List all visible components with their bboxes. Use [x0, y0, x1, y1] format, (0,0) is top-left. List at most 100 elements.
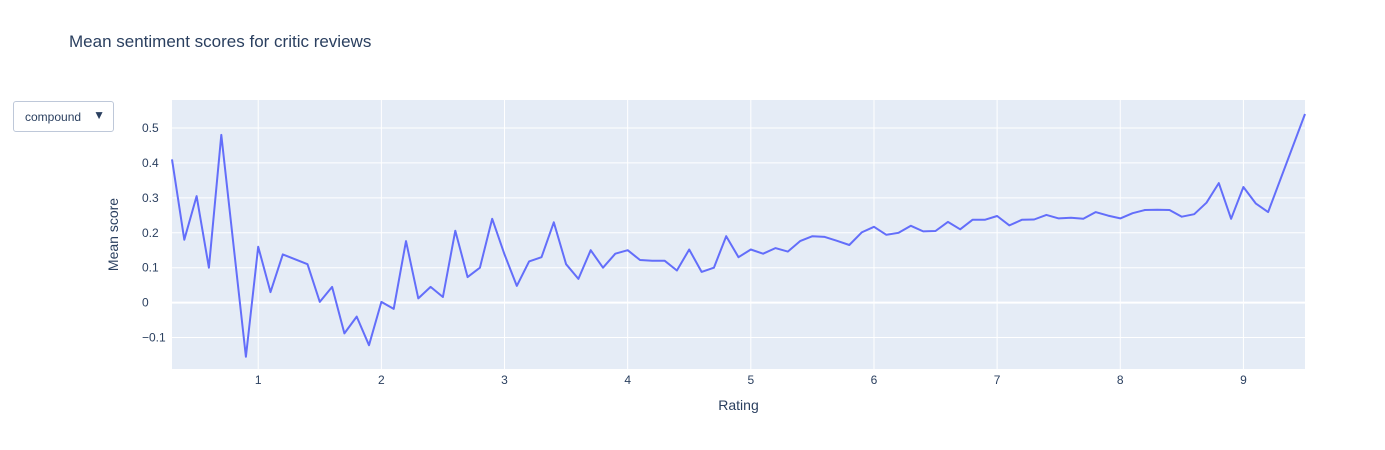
data-point — [871, 224, 877, 230]
data-point — [711, 265, 717, 271]
data-point — [846, 242, 852, 248]
data-point — [920, 228, 926, 234]
data-point — [945, 219, 951, 225]
data-point — [1240, 184, 1246, 190]
y-tick-label: 0.1 — [142, 261, 159, 275]
data-point — [194, 193, 200, 199]
data-point — [181, 237, 187, 243]
data-point — [551, 219, 557, 225]
data-point — [1228, 216, 1234, 222]
data-point — [317, 299, 323, 305]
x-axis-title: Rating — [718, 397, 758, 413]
data-point — [1105, 213, 1111, 219]
chart-title: Mean sentiment scores for critic reviews — [69, 32, 372, 51]
data-point — [428, 284, 434, 290]
data-point — [366, 342, 372, 348]
data-point — [809, 233, 815, 239]
data-point — [378, 299, 384, 305]
data-point — [969, 217, 975, 223]
data-point — [268, 289, 274, 295]
data-point — [403, 238, 409, 244]
data-point — [452, 228, 458, 234]
data-point — [169, 156, 175, 162]
data-point — [736, 254, 742, 260]
x-tick-label: 4 — [624, 373, 631, 387]
data-point — [1056, 215, 1062, 221]
data-point — [772, 245, 778, 251]
data-point — [1093, 209, 1099, 215]
x-tick-label: 8 — [1117, 373, 1124, 387]
data-point — [994, 213, 1000, 219]
data-point — [243, 354, 249, 360]
data-point — [748, 247, 754, 253]
y-tick-label: 0.3 — [142, 191, 159, 205]
data-point — [218, 132, 224, 138]
y-tick-label: 0.2 — [142, 226, 159, 240]
data-point — [440, 294, 446, 300]
data-point — [1142, 207, 1148, 213]
data-point — [686, 247, 692, 253]
data-point — [563, 261, 569, 267]
grid-lines — [172, 100, 1305, 369]
metric-dropdown[interactable]: compound ▼ — [13, 101, 114, 132]
series-layer — [169, 113, 1306, 360]
data-point — [280, 251, 286, 257]
data-point — [1117, 215, 1123, 221]
y-tick-label: 0.5 — [142, 121, 159, 135]
x-tick-label: 6 — [871, 373, 878, 387]
data-point — [1265, 209, 1271, 215]
data-point — [760, 251, 766, 257]
x-tick-label: 9 — [1240, 373, 1247, 387]
data-point — [908, 223, 914, 229]
x-tick-label: 2 — [378, 373, 385, 387]
data-point — [354, 314, 360, 320]
data-point — [1043, 212, 1049, 218]
data-point — [1167, 207, 1173, 213]
data-point — [1203, 200, 1209, 206]
data-point — [255, 244, 261, 250]
y-tick-label: −0.1 — [142, 331, 166, 345]
data-point — [1154, 207, 1160, 213]
data-point — [526, 258, 532, 264]
y-axis-title: Mean score — [105, 198, 121, 271]
data-point — [1179, 214, 1185, 220]
data-point — [834, 238, 840, 244]
data-point — [859, 229, 865, 235]
data-point — [1253, 200, 1259, 206]
data-point — [415, 295, 421, 301]
data-point — [588, 247, 594, 253]
data-point — [637, 257, 643, 263]
data-point — [797, 238, 803, 244]
data-point — [883, 232, 889, 238]
data-point — [304, 261, 310, 267]
data-point — [1216, 180, 1222, 186]
data-point — [785, 249, 791, 255]
data-point — [699, 269, 705, 275]
data-point — [1068, 215, 1074, 221]
data-point — [575, 276, 581, 282]
data-point — [723, 233, 729, 239]
x-tick-label: 3 — [501, 373, 508, 387]
data-point — [822, 234, 828, 240]
data-point — [1006, 222, 1012, 228]
data-point — [600, 265, 606, 271]
data-point — [514, 283, 520, 289]
data-point — [662, 258, 668, 264]
data-point — [391, 306, 397, 312]
data-point — [933, 228, 939, 234]
y-tick-label: 0 — [142, 296, 149, 310]
x-tick-label: 7 — [994, 373, 1001, 387]
x-tick-label: 5 — [747, 373, 754, 387]
tick-labels: 1 2 3 4 5 6 7 8 9 −0.1 0 0.1 0.2 0.3 0.4 0.5 — [142, 121, 1247, 387]
data-point — [674, 267, 680, 273]
data-point — [625, 247, 631, 253]
data-point — [502, 251, 508, 257]
data-point — [329, 284, 335, 290]
y-tick-label: 0.4 — [142, 156, 159, 170]
data-point — [1130, 210, 1136, 216]
data-point — [1031, 216, 1037, 222]
data-point — [465, 274, 471, 280]
data-point — [489, 216, 495, 222]
data-point — [206, 265, 212, 271]
